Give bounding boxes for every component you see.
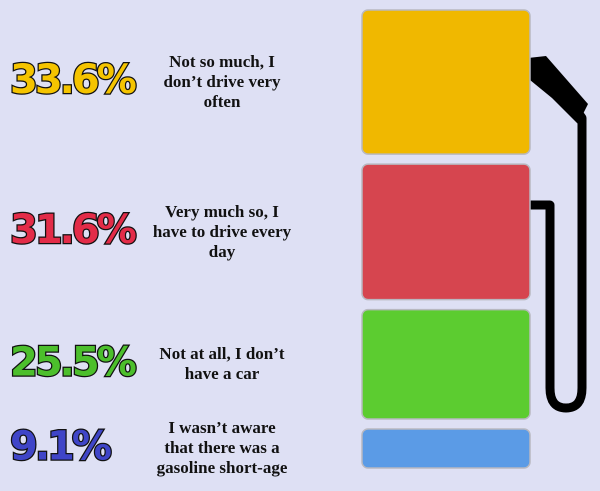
bar-segment [362,10,530,154]
category-label: I wasn’t aware that there was a gasoline… [152,418,292,478]
category-label: Very much so, I have to drive every day [152,202,292,262]
value-label: 31.6% [10,207,136,253]
bar-segment [362,429,530,468]
category-label: Not at all, I don’t have a car [152,344,292,384]
infographic: 33.6% 31.6% 25.5% 9.1% Not so much, I don’t… [0,0,600,491]
bar-segment [362,310,530,419]
bar-segment [362,164,530,300]
pump-hose [530,70,582,408]
category-label: Not so much, I don’t drive very often [152,52,292,112]
chart: 33.6% 31.6% 25.5% 9.1% [0,0,600,491]
pump-nozzle [528,56,588,124]
value-label: 9.1% [10,423,111,469]
value-label: 25.5% [10,339,136,385]
value-label: 33.6% [10,57,136,103]
